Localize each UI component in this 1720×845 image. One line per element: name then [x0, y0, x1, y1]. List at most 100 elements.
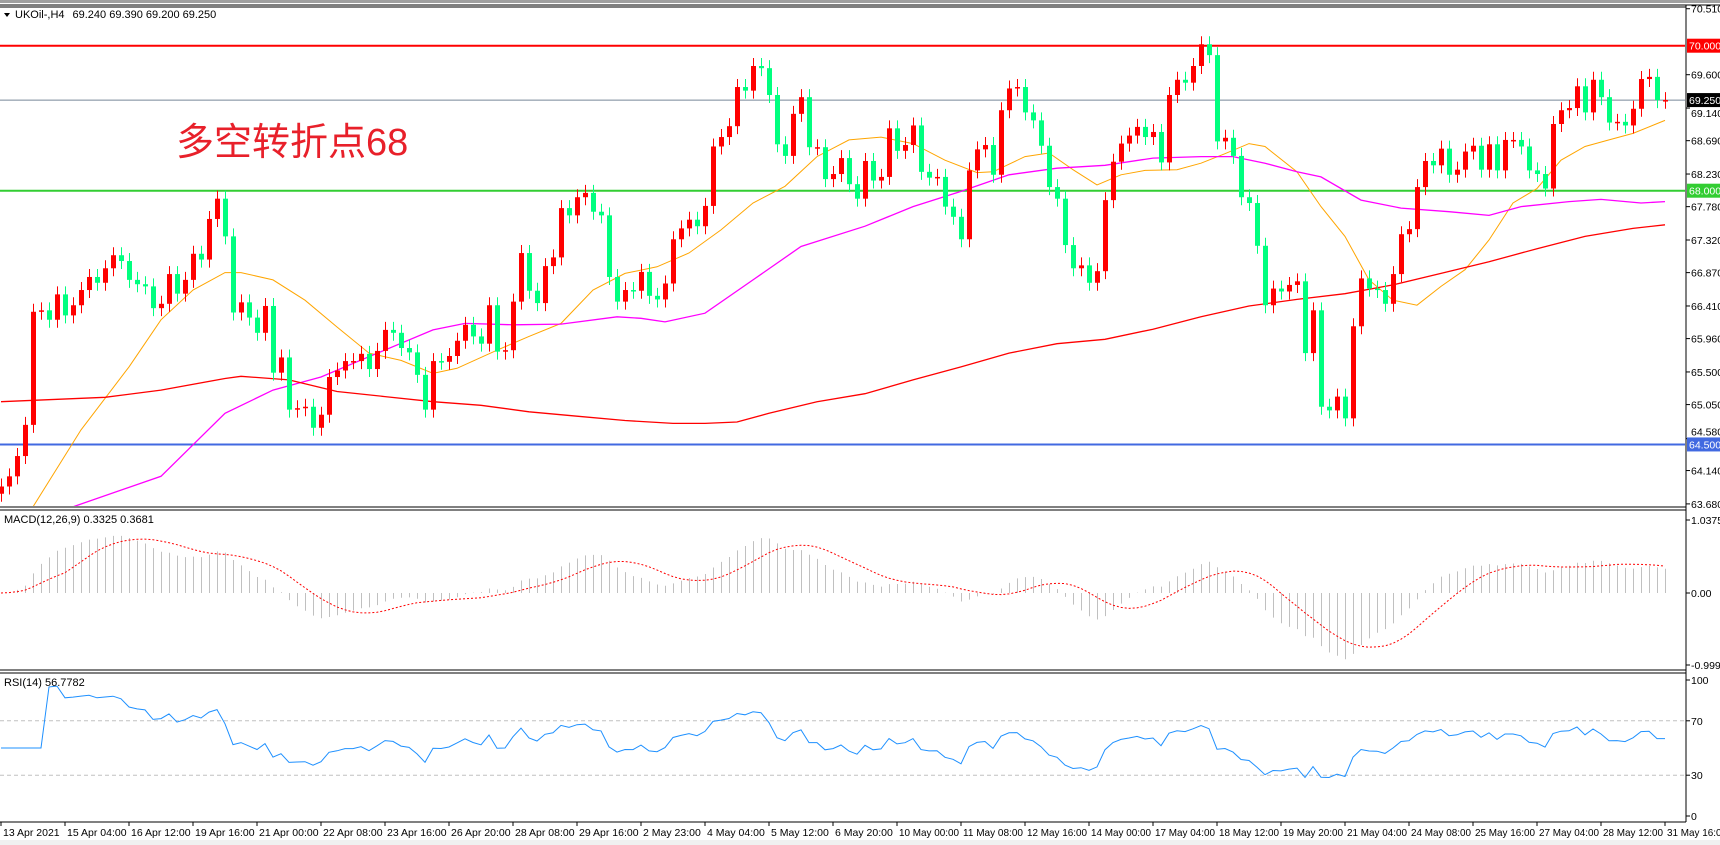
candle[interactable] [1343, 388, 1348, 427]
candle[interactable] [1047, 137, 1052, 196]
candle[interactable] [1095, 263, 1100, 291]
candle[interactable] [399, 324, 404, 357]
candle[interactable] [519, 245, 524, 310]
candle[interactable] [1663, 92, 1668, 109]
candle[interactable] [879, 168, 884, 189]
candle[interactable] [1359, 270, 1364, 335]
candle[interactable] [415, 344, 420, 383]
price-panel[interactable] [0, 36, 1686, 517]
candle[interactable] [111, 247, 116, 277]
candle[interactable] [1327, 398, 1332, 419]
candle[interactable] [199, 245, 204, 268]
candle[interactable] [679, 220, 684, 248]
candle[interactable] [983, 137, 988, 158]
candle[interactable] [695, 211, 700, 235]
candle[interactable] [375, 342, 380, 378]
candle[interactable] [231, 228, 236, 321]
candle[interactable] [1167, 87, 1172, 171]
candle[interactable] [7, 468, 12, 495]
candle[interactable] [223, 190, 228, 245]
candle[interactable] [151, 278, 156, 317]
candle[interactable] [1111, 153, 1116, 209]
candle[interactable] [1511, 131, 1516, 148]
candle[interactable] [431, 353, 436, 418]
candle[interactable] [127, 253, 132, 288]
candle[interactable] [711, 138, 716, 214]
candle[interactable] [759, 58, 764, 77]
candle[interactable] [511, 293, 516, 359]
macd-panel[interactable] [0, 535, 1666, 660]
candle[interactable] [823, 139, 828, 188]
candle[interactable] [1199, 36, 1204, 74]
candle[interactable] [463, 316, 468, 349]
candle[interactable] [1543, 166, 1548, 197]
candle[interactable] [295, 400, 300, 418]
candle[interactable] [1063, 190, 1068, 254]
candle[interactable] [1303, 273, 1308, 362]
candle[interactable] [623, 282, 628, 310]
candle[interactable] [39, 302, 44, 320]
candle[interactable] [1007, 80, 1012, 119]
candle[interactable] [663, 275, 668, 308]
candle[interactable] [23, 416, 28, 465]
candle[interactable] [839, 150, 844, 183]
candle[interactable] [327, 369, 332, 423]
candle[interactable] [1399, 226, 1404, 283]
candle[interactable] [167, 266, 172, 312]
candle[interactable] [911, 117, 916, 154]
candle[interactable] [1639, 71, 1644, 117]
candle[interactable] [935, 168, 940, 186]
candle[interactable] [479, 328, 484, 352]
candle[interactable] [591, 184, 596, 220]
candle[interactable] [1415, 179, 1420, 238]
candle[interactable] [1311, 302, 1316, 362]
candle[interactable] [1119, 135, 1124, 170]
candle[interactable] [671, 231, 676, 292]
triangle-down-icon[interactable] [4, 13, 10, 17]
candle[interactable] [559, 200, 564, 266]
candle[interactable] [1615, 113, 1620, 131]
candle[interactable] [1335, 388, 1340, 419]
candle[interactable] [1239, 147, 1244, 206]
candle[interactable] [1487, 136, 1492, 178]
candle[interactable] [887, 120, 892, 185]
candle[interactable] [791, 105, 796, 164]
candle[interactable] [1103, 192, 1108, 280]
candle[interactable] [1535, 162, 1540, 183]
candle[interactable] [1319, 302, 1324, 415]
candle[interactable] [1255, 195, 1260, 254]
candle[interactable] [919, 117, 924, 180]
candle[interactable] [575, 189, 580, 224]
candle[interactable] [1431, 152, 1436, 174]
candle[interactable] [775, 87, 780, 153]
candle[interactable] [735, 79, 740, 135]
candle[interactable] [383, 321, 388, 359]
candle[interactable] [1159, 123, 1164, 171]
candle[interactable] [799, 89, 804, 122]
candle[interactable] [727, 118, 732, 146]
candle[interactable] [1071, 237, 1076, 277]
candle[interactable] [87, 268, 92, 299]
candle[interactable] [47, 302, 52, 328]
candle[interactable] [719, 129, 724, 155]
candle[interactable] [831, 166, 836, 188]
candle[interactable] [743, 79, 748, 99]
candle[interactable] [959, 208, 964, 248]
candle[interactable] [1143, 118, 1148, 146]
candle[interactable] [607, 207, 612, 285]
candle[interactable] [263, 297, 268, 341]
candle[interactable] [1559, 102, 1564, 132]
candle[interactable] [55, 286, 60, 328]
candle[interactable] [143, 276, 148, 295]
candle[interactable] [471, 316, 476, 345]
candle[interactable] [367, 345, 372, 378]
candle[interactable] [1023, 79, 1028, 121]
candle[interactable] [583, 184, 588, 206]
candle[interactable] [655, 287, 660, 308]
candle[interactable] [647, 263, 652, 304]
candle[interactable] [767, 60, 772, 103]
candle[interactable] [639, 263, 644, 299]
candle[interactable] [1127, 127, 1132, 152]
candle[interactable] [999, 102, 1004, 183]
candle[interactable] [1471, 137, 1476, 160]
